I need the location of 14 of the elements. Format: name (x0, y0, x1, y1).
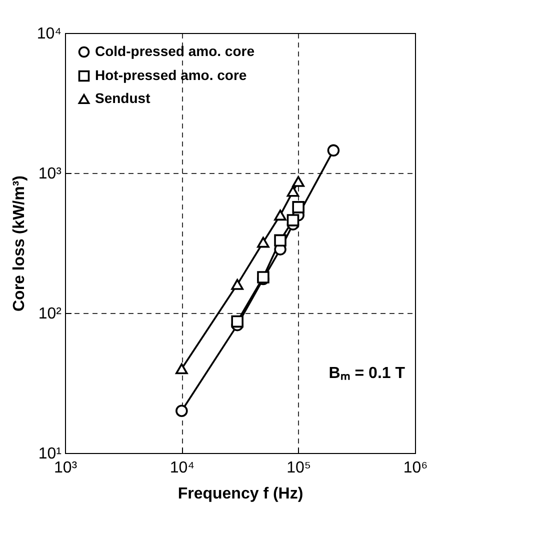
legend-label: Cold-pressed amo. core (95, 43, 255, 59)
y-tick-label: 10³ (38, 166, 62, 182)
annotation: Bₘ = 0.1 T (328, 365, 406, 382)
x-tick-label: 10⁴ (170, 460, 195, 476)
y-axis-title: Core loss (kW/m³) (10, 175, 28, 312)
y-tick-label: 10¹ (38, 446, 62, 462)
y-tick-label: 10² (38, 306, 62, 322)
y-tick-label: 10⁴ (36, 26, 62, 42)
x-tick-label: 10⁶ (403, 460, 428, 476)
x-tick-label: 10⁵ (286, 460, 312, 476)
legend-label: Hot-pressed amo. core (95, 67, 247, 83)
x-axis-title: Frequency f (Hz) (178, 486, 304, 502)
x-tick-label: 10³ (54, 460, 78, 476)
legend-label: Sendust (95, 90, 151, 106)
